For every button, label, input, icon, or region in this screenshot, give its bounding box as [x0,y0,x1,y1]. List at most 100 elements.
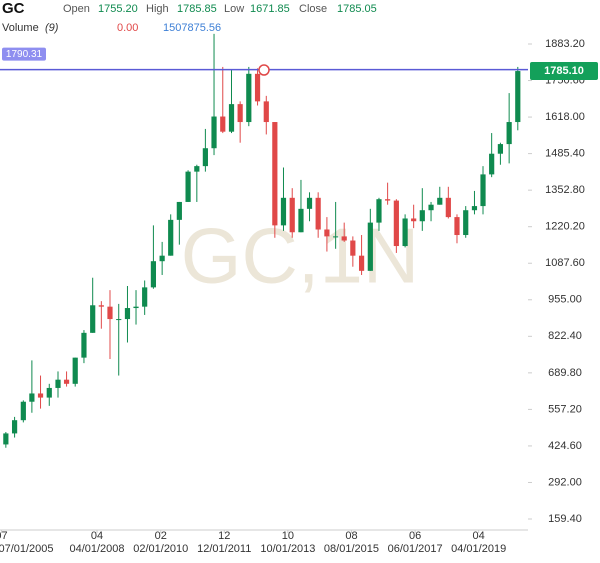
volume-value-b: 1507875.56 [163,22,221,34]
candle-body [402,218,408,247]
candle-body [306,197,313,209]
candle-body [324,229,330,237]
candle-body [29,393,35,402]
candle-body [194,166,200,172]
candle-body [150,261,157,288]
volume-value-a: 0.00 [117,22,138,34]
candle-body [393,200,399,247]
candle-body [124,308,131,320]
candle-body [107,306,113,320]
candle-body [385,199,391,201]
candle-body [185,171,191,202]
candle-body [81,332,87,358]
candle-body [506,122,512,145]
candle-body [515,71,521,123]
candle-body [341,236,347,241]
y-tick-label: 1485.40 [545,148,585,160]
x-date-label: 04/01/2008 [69,543,124,555]
y-tick-label: 955.00 [548,294,582,306]
candle-body [280,197,287,226]
candle-body [358,255,365,271]
x-tick-label: 04 [473,530,485,542]
candle-body [237,104,243,123]
x-date-label: 06/01/2017 [388,543,443,555]
open-value: 1755.20 [98,3,138,15]
volume-period: (9) [45,22,59,34]
x-date-label: 12/01/2011 [197,543,251,555]
y-tick-label: 689.80 [548,367,582,379]
x-date-label: 02/01/2010 [133,543,188,555]
y-tick-label: 1087.60 [545,257,585,269]
y-tick-label: 424.60 [548,440,582,452]
x-tick-label: 12 [218,530,230,542]
x-date-label: 04/01/2019 [451,543,506,555]
candle-body [471,206,478,211]
high-value: 1785.85 [177,3,217,15]
y-tick-label: 557.20 [548,403,582,415]
candle-body [463,210,469,236]
candle-body [489,153,495,175]
x-tick-label: 06 [409,530,421,542]
x-date-label: 10/01/2013 [260,543,315,555]
candle-body [272,122,278,226]
candle-body [376,199,382,223]
candle-body [246,73,252,123]
candle-body [298,208,304,233]
x-tick-label: 10 [282,530,294,542]
y-tick-label: 159.40 [548,513,582,525]
candle-body [202,148,208,167]
x-tick-label: 08 [345,530,357,542]
symbol: GC [2,0,25,17]
low-value: 1671.85 [250,3,290,15]
low-label: Low [224,3,244,15]
candle-body [254,73,261,102]
horizontal-line-label: 1790.31 [6,49,43,60]
candle-body [333,236,339,238]
x-tick-label: 02 [155,530,167,542]
y-tick-label: 1618.00 [545,111,585,123]
candle-body [428,204,434,211]
candle-body [480,174,486,207]
candle-body [315,197,321,230]
candle-body [445,197,451,218]
last-price-label: 1785.10 [544,65,584,77]
candle-body [350,240,356,256]
candle-body [90,305,96,333]
candle-body [211,116,217,149]
open-label: Open [63,3,90,15]
candle-body [228,104,235,132]
candle-body [367,222,373,271]
candle-body [419,210,425,222]
horizontal-line-tag [2,47,46,61]
candle-body [289,197,295,233]
crosshair-marker [258,64,270,76]
candle-body [55,379,61,388]
y-tick-label: 1220.20 [545,221,585,233]
candle-body [454,217,460,236]
candle-body [263,101,269,123]
x-tick-label: 07 [0,530,8,542]
candle-body [497,144,503,154]
candle-body [220,116,226,132]
y-tick-label: 1883.20 [545,38,585,50]
candle-body [46,387,52,398]
x-date-label: 08/01/2015 [324,543,379,555]
candle-body [3,433,9,445]
candle-body [168,219,174,256]
candle-body [159,255,165,262]
candle-body [20,401,26,421]
close-label: Close [299,3,327,15]
candle-body [98,305,104,307]
high-label: High [146,3,169,15]
candle-body [133,306,139,309]
close-value: 1785.05 [337,3,377,15]
candle-body [437,197,443,205]
y-tick-label: 822.40 [548,330,582,342]
y-tick-label: 292.00 [548,476,582,488]
candle-body [72,357,78,384]
candle-body [63,379,70,384]
candle-body [116,319,122,321]
candle-body [142,287,148,307]
x-date-label: 07/01/2005 [0,543,54,555]
